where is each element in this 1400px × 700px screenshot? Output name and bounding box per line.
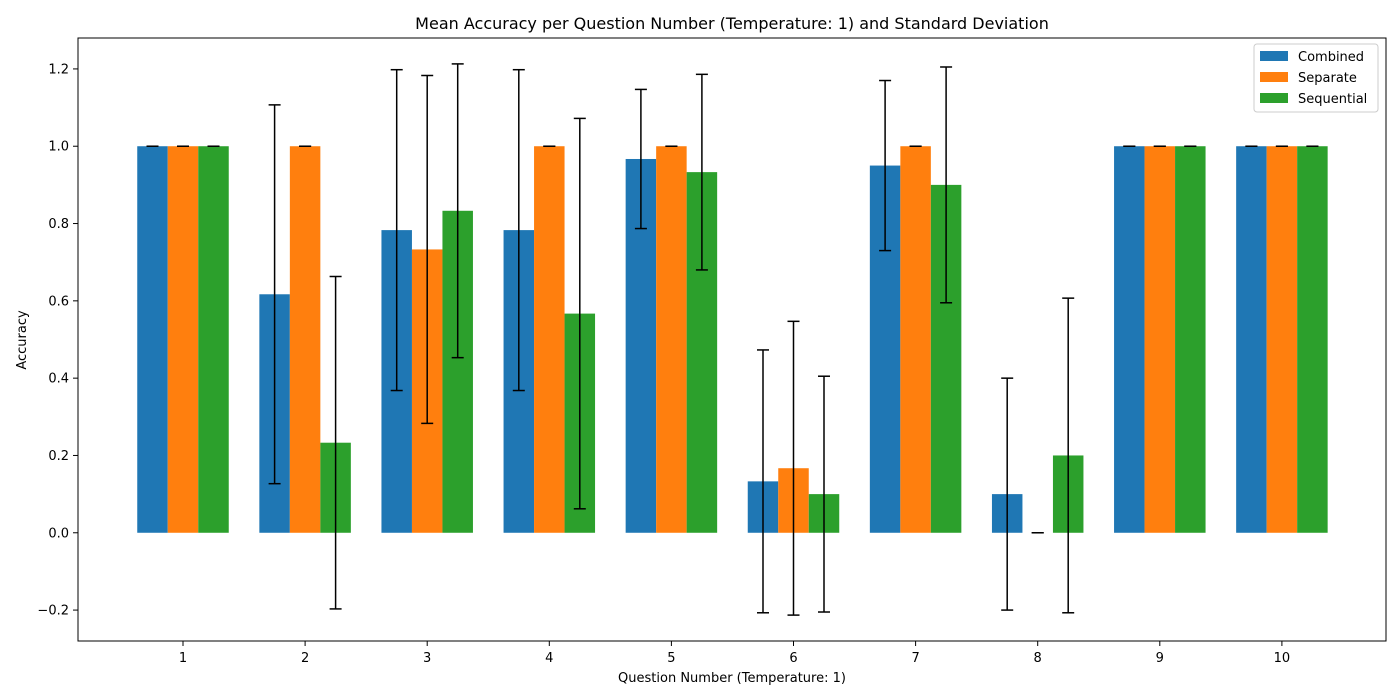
bars-layer bbox=[137, 146, 1328, 533]
x-tick-label: 6 bbox=[789, 651, 797, 666]
bar-separate-q7 bbox=[900, 146, 931, 533]
bar-separate-q2 bbox=[289, 146, 321, 533]
legend-label-sequential: Sequential bbox=[1298, 92, 1367, 107]
bar-combined-q9 bbox=[1114, 146, 1145, 533]
bar-sequential-q10 bbox=[1297, 146, 1328, 533]
x-tick-label: 7 bbox=[911, 651, 919, 666]
bar-sequential-q1 bbox=[198, 146, 229, 533]
bar-sequential-q9 bbox=[1175, 146, 1206, 533]
x-axis-label: Question Number (Temperature: 1) bbox=[618, 671, 846, 686]
legend-label-separate: Separate bbox=[1298, 71, 1357, 86]
x-tick-label: 9 bbox=[1156, 651, 1164, 666]
y-tick-label: 0.2 bbox=[48, 449, 69, 464]
x-tick-label: 3 bbox=[423, 651, 431, 666]
bar-separate-q5 bbox=[656, 146, 687, 533]
x-tick-label: 4 bbox=[545, 651, 553, 666]
x-tick-label: 2 bbox=[301, 651, 309, 666]
legend-label-combined: Combined bbox=[1298, 50, 1364, 65]
x-tick-label: 1 bbox=[179, 651, 187, 666]
y-tick-label: 0.0 bbox=[48, 526, 69, 541]
y-tick-label: −0.2 bbox=[37, 604, 69, 619]
y-axis-label: Accuracy bbox=[15, 310, 30, 370]
bar-combined-q1 bbox=[137, 146, 168, 533]
y-tick-label: 0.4 bbox=[48, 372, 69, 387]
y-tick-label: 0.8 bbox=[48, 217, 69, 232]
x-tick-label: 8 bbox=[1034, 651, 1042, 666]
legend-swatch-combined bbox=[1260, 51, 1288, 61]
axes-layer: −0.2 0.0 0.2 0.4 0.6 0.8 1.0 1.2 1 2 3 4 5 6 7 8 9 10 bbox=[37, 37, 1387, 666]
bar-separate-q4 bbox=[534, 146, 565, 533]
chart-title: Mean Accuracy per Question Number (Tempe… bbox=[415, 14, 1049, 33]
y-tick-label: 1.0 bbox=[48, 140, 69, 155]
y-tick-label: 0.6 bbox=[48, 294, 69, 309]
legend-swatch-separate bbox=[1260, 72, 1288, 82]
x-tick-label: 10 bbox=[1274, 651, 1291, 666]
bar-separate-q9 bbox=[1144, 146, 1176, 533]
bar-separate-q10 bbox=[1266, 146, 1298, 533]
y-tick-label: 1.2 bbox=[48, 62, 69, 77]
legend: Combined Separate Sequential bbox=[1253, 43, 1379, 113]
legend-swatch-sequential bbox=[1260, 93, 1288, 103]
plot-frame bbox=[77, 37, 1387, 642]
error-bars-layer bbox=[146, 63, 1319, 616]
bar-separate-q1 bbox=[167, 146, 199, 533]
bar-combined-q10 bbox=[1236, 146, 1267, 533]
x-tick-label: 5 bbox=[667, 651, 675, 666]
